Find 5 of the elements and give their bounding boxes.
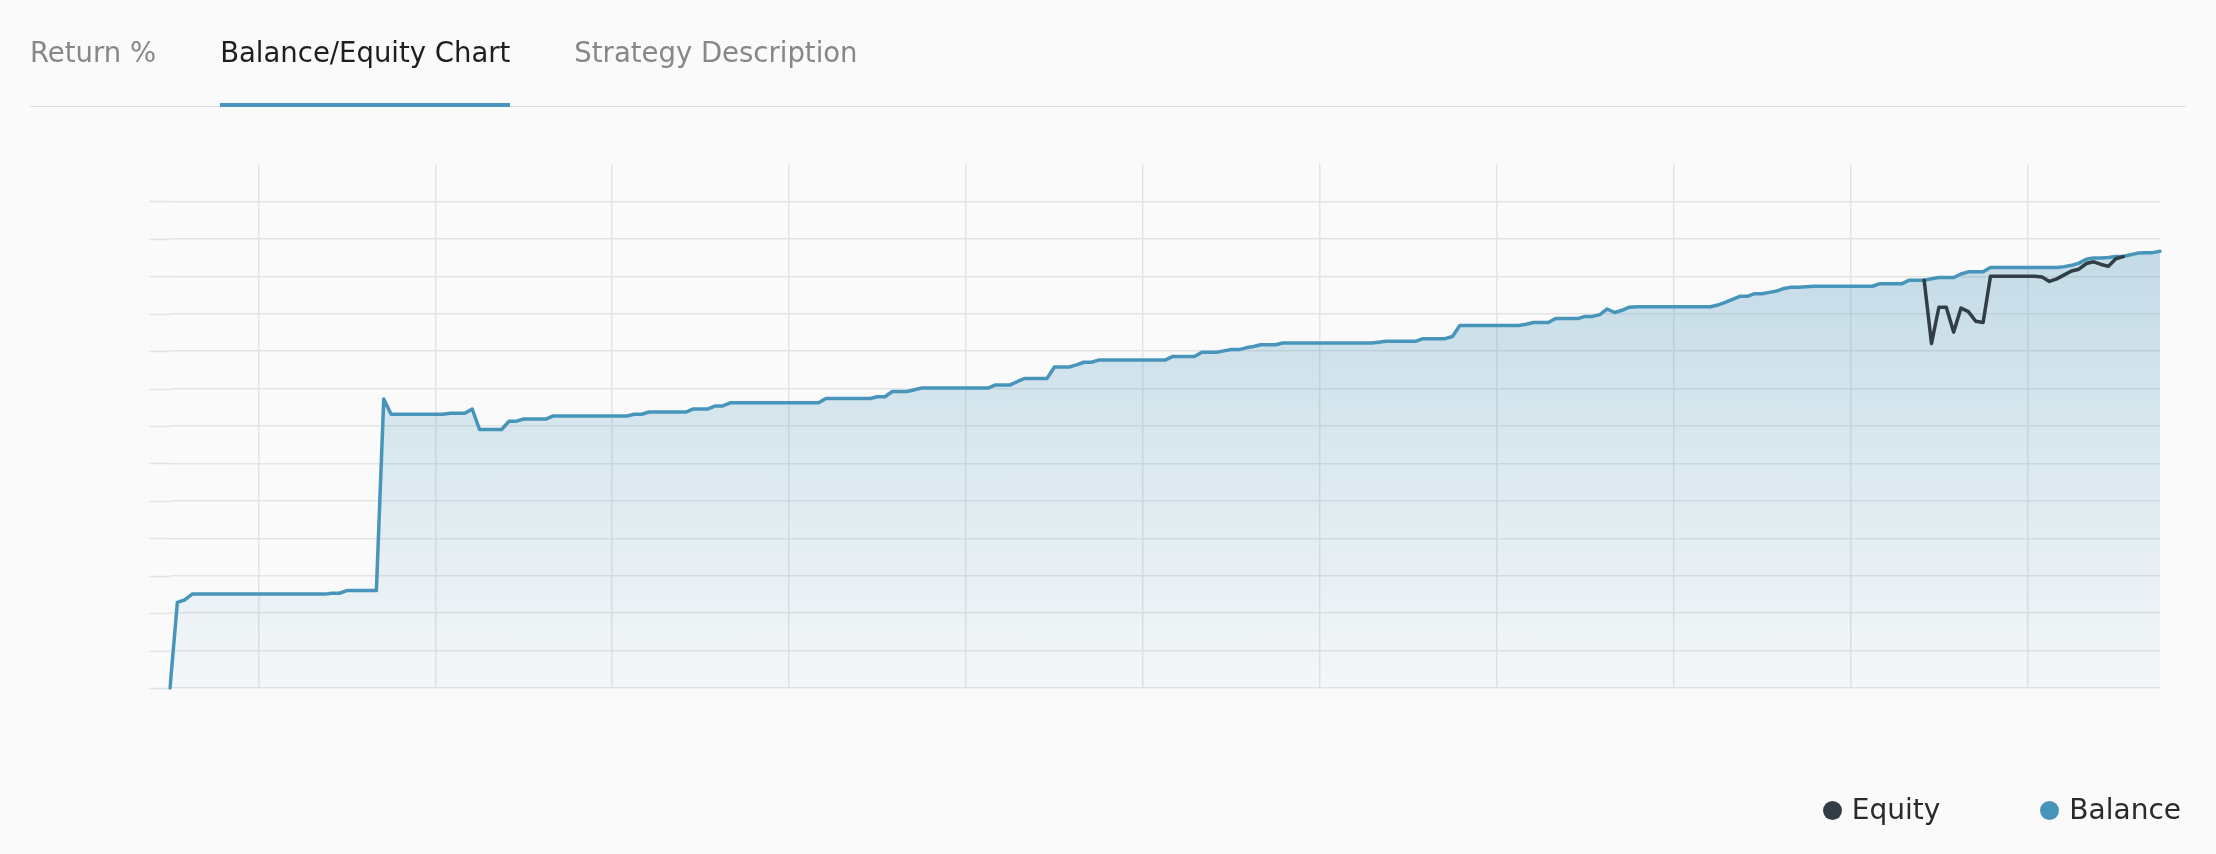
legend-label: Equity xyxy=(1851,793,1941,826)
text: Strategy Description xyxy=(574,35,858,70)
chart-title: Balance/Equity Chart xyxy=(220,0,511,107)
text: Return % xyxy=(30,35,157,70)
legend-label: Balance xyxy=(2069,793,2181,826)
